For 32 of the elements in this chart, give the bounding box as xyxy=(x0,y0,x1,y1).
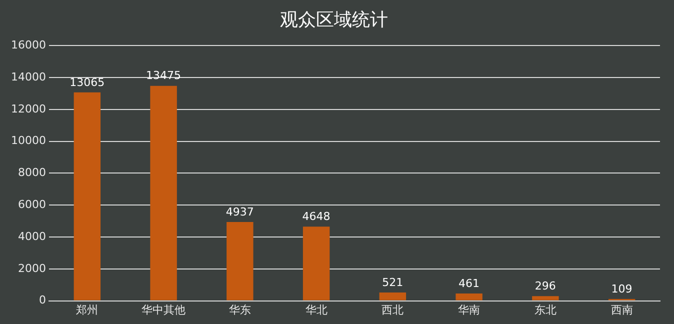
y-tick-label: 14000 xyxy=(10,70,46,84)
x-tick-label: 华中其他 xyxy=(142,303,186,316)
chart-title: 观众区域统计 xyxy=(280,9,388,30)
x-tick-label: 西南 xyxy=(610,303,633,316)
bar xyxy=(532,296,559,300)
y-tick-label: 4000 xyxy=(18,230,46,243)
bar xyxy=(302,226,330,300)
y-tick-label: 16000 xyxy=(10,38,46,52)
data-label: 521 xyxy=(382,276,404,289)
bar xyxy=(150,86,177,300)
y-tick-label: 12000 xyxy=(10,102,46,116)
x-tick-label: 郑州 xyxy=(76,303,98,316)
data-label: 461 xyxy=(458,276,480,290)
bar xyxy=(379,292,406,300)
bar xyxy=(74,92,101,300)
x-tick-label: 东北 xyxy=(534,303,556,316)
bar xyxy=(456,293,482,300)
y-tick-label: 0 xyxy=(38,294,46,307)
y-tick-label: 8000 xyxy=(18,166,46,180)
data-label: 109 xyxy=(611,282,632,296)
x-tick-label: 西北 xyxy=(382,303,404,316)
x-tick-label: 华东 xyxy=(228,303,251,316)
y-tick-label: 2000 xyxy=(18,262,46,275)
data-label: 13065 xyxy=(70,76,105,89)
y-tick-label: 10000 xyxy=(10,134,46,148)
x-tick-label: 华北 xyxy=(305,303,328,316)
x-tick-label: 华南 xyxy=(458,303,480,316)
y-tick-label: 6000 xyxy=(18,198,46,211)
bar xyxy=(226,222,254,300)
data-label: 4648 xyxy=(302,210,330,224)
data-label: 4937 xyxy=(226,205,254,218)
data-label: 296 xyxy=(534,279,556,292)
